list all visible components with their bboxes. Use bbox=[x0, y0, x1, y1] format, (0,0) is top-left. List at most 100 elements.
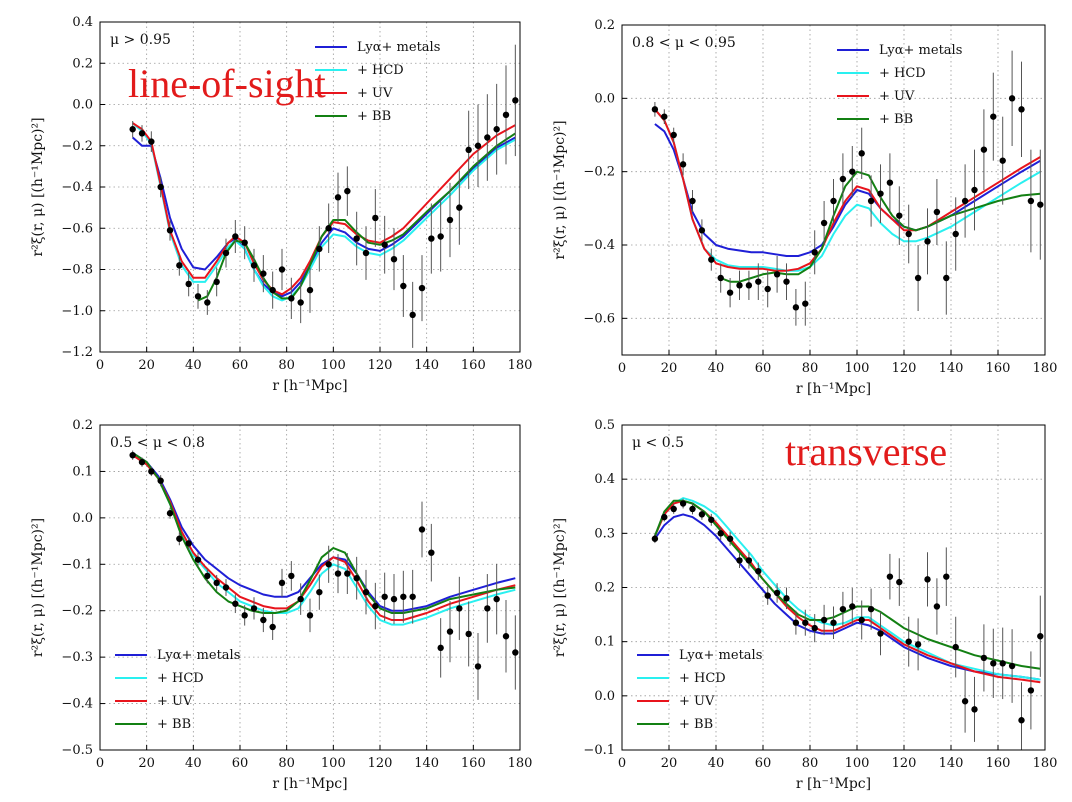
data-point bbox=[1008, 662, 1016, 670]
y-tick-label: −0.8 bbox=[61, 263, 93, 278]
legend: Lyα+ metals + HCD + UV + BB bbox=[315, 40, 440, 124]
data-point bbox=[708, 256, 715, 263]
data-point bbox=[306, 612, 314, 619]
data-point bbox=[858, 150, 865, 157]
data-point bbox=[651, 106, 659, 113]
data-point bbox=[877, 190, 884, 197]
data-point bbox=[914, 641, 922, 648]
data-point bbox=[138, 458, 146, 466]
y-axis-label: r²ξ(r, μ) [(h⁻¹Mpc)²] bbox=[30, 518, 46, 657]
y-tick-label: −0.6 bbox=[61, 221, 93, 236]
data-point bbox=[502, 633, 510, 640]
data-point bbox=[773, 589, 781, 597]
data-point bbox=[474, 663, 482, 670]
data-point bbox=[194, 293, 202, 300]
data-point bbox=[961, 698, 969, 705]
data-point bbox=[905, 638, 912, 645]
data-point bbox=[138, 130, 146, 137]
y-tick-label: −1.2 bbox=[61, 345, 93, 360]
data-point bbox=[297, 299, 304, 306]
x-tick-label: 40 bbox=[708, 361, 725, 376]
data-point bbox=[783, 595, 790, 602]
legend-label: + HCD bbox=[157, 671, 204, 686]
x-axis-label: r [h⁻¹Mpc] bbox=[796, 381, 871, 397]
data-point bbox=[400, 282, 407, 290]
legend-label: + UV bbox=[357, 86, 393, 101]
data-point bbox=[344, 187, 351, 195]
data-point bbox=[924, 238, 931, 245]
data-point bbox=[288, 295, 295, 302]
data-point bbox=[839, 175, 847, 183]
data-point bbox=[811, 249, 818, 256]
data-point bbox=[204, 572, 211, 580]
data-point bbox=[437, 644, 444, 652]
data-point bbox=[269, 623, 276, 631]
x-tick-label: 180 bbox=[1033, 756, 1058, 771]
data-point bbox=[717, 530, 724, 537]
data-point bbox=[353, 575, 360, 582]
data-point bbox=[278, 266, 286, 273]
data-point bbox=[325, 225, 332, 232]
data-point bbox=[811, 624, 818, 632]
data-point bbox=[726, 289, 734, 296]
data-point bbox=[372, 602, 379, 610]
data-point bbox=[465, 146, 472, 154]
data-point bbox=[418, 284, 426, 292]
data-point bbox=[849, 603, 856, 610]
data-point bbox=[306, 286, 314, 294]
x-tick-label: 100 bbox=[845, 361, 870, 376]
data-point bbox=[512, 97, 519, 104]
data-point bbox=[288, 572, 295, 580]
x-tick-label: 160 bbox=[461, 358, 486, 373]
data-point bbox=[820, 616, 828, 624]
data-point bbox=[764, 285, 771, 293]
data-point bbox=[980, 654, 988, 662]
x-tick-label: 100 bbox=[321, 756, 346, 771]
data-point bbox=[362, 249, 370, 257]
data-point bbox=[839, 605, 847, 613]
legend-label: Lyα+ metals bbox=[357, 40, 440, 55]
data-point bbox=[745, 557, 753, 564]
series-line-lya_metals bbox=[132, 136, 516, 298]
direction-annotation: transverse bbox=[785, 429, 947, 474]
data-point bbox=[802, 619, 809, 626]
data-point bbox=[381, 593, 388, 600]
data-point bbox=[679, 161, 687, 168]
data-point bbox=[726, 535, 734, 542]
data-point bbox=[717, 274, 724, 282]
data-point bbox=[166, 510, 174, 517]
data-point bbox=[241, 612, 248, 619]
y-tick-label: 0.2 bbox=[72, 56, 93, 71]
y-axis-label: r²ξ(r, μ) [(h⁻¹Mpc)²] bbox=[552, 518, 568, 657]
data-point bbox=[297, 595, 304, 603]
data-point bbox=[990, 660, 997, 667]
legend: Lyα+ metals + HCD + UV + BB bbox=[115, 648, 240, 732]
data-point bbox=[914, 274, 922, 282]
mu-condition-label: 0.5 < μ < 0.8 bbox=[110, 435, 205, 451]
data-point bbox=[390, 255, 398, 263]
data-point bbox=[260, 616, 267, 624]
data-point bbox=[792, 619, 800, 626]
data-point bbox=[689, 197, 696, 205]
data-points bbox=[651, 50, 1044, 326]
data-point bbox=[651, 535, 659, 542]
series-line-lya_metals bbox=[132, 452, 516, 612]
data-point bbox=[802, 300, 809, 307]
x-tick-label: 160 bbox=[986, 361, 1011, 376]
x-tick-label: 80 bbox=[802, 756, 819, 771]
data-point bbox=[409, 311, 416, 319]
data-point bbox=[736, 282, 743, 289]
data-point bbox=[952, 643, 959, 651]
y-axis-label: r²ξ(r, μ) [(h⁻¹Mpc)²] bbox=[552, 120, 568, 259]
x-axis-label: r [h⁻¹Mpc] bbox=[272, 776, 347, 792]
plot-frame bbox=[621, 24, 1046, 356]
x-tick-label: 160 bbox=[461, 756, 486, 771]
data-point bbox=[325, 561, 332, 568]
data-point bbox=[830, 197, 837, 205]
legend-label: + HCD bbox=[679, 671, 726, 686]
x-tick-label: 80 bbox=[278, 756, 295, 771]
data-points bbox=[651, 498, 1044, 750]
data-point bbox=[971, 186, 978, 194]
legend-label: Lyα+ metals bbox=[879, 43, 962, 58]
